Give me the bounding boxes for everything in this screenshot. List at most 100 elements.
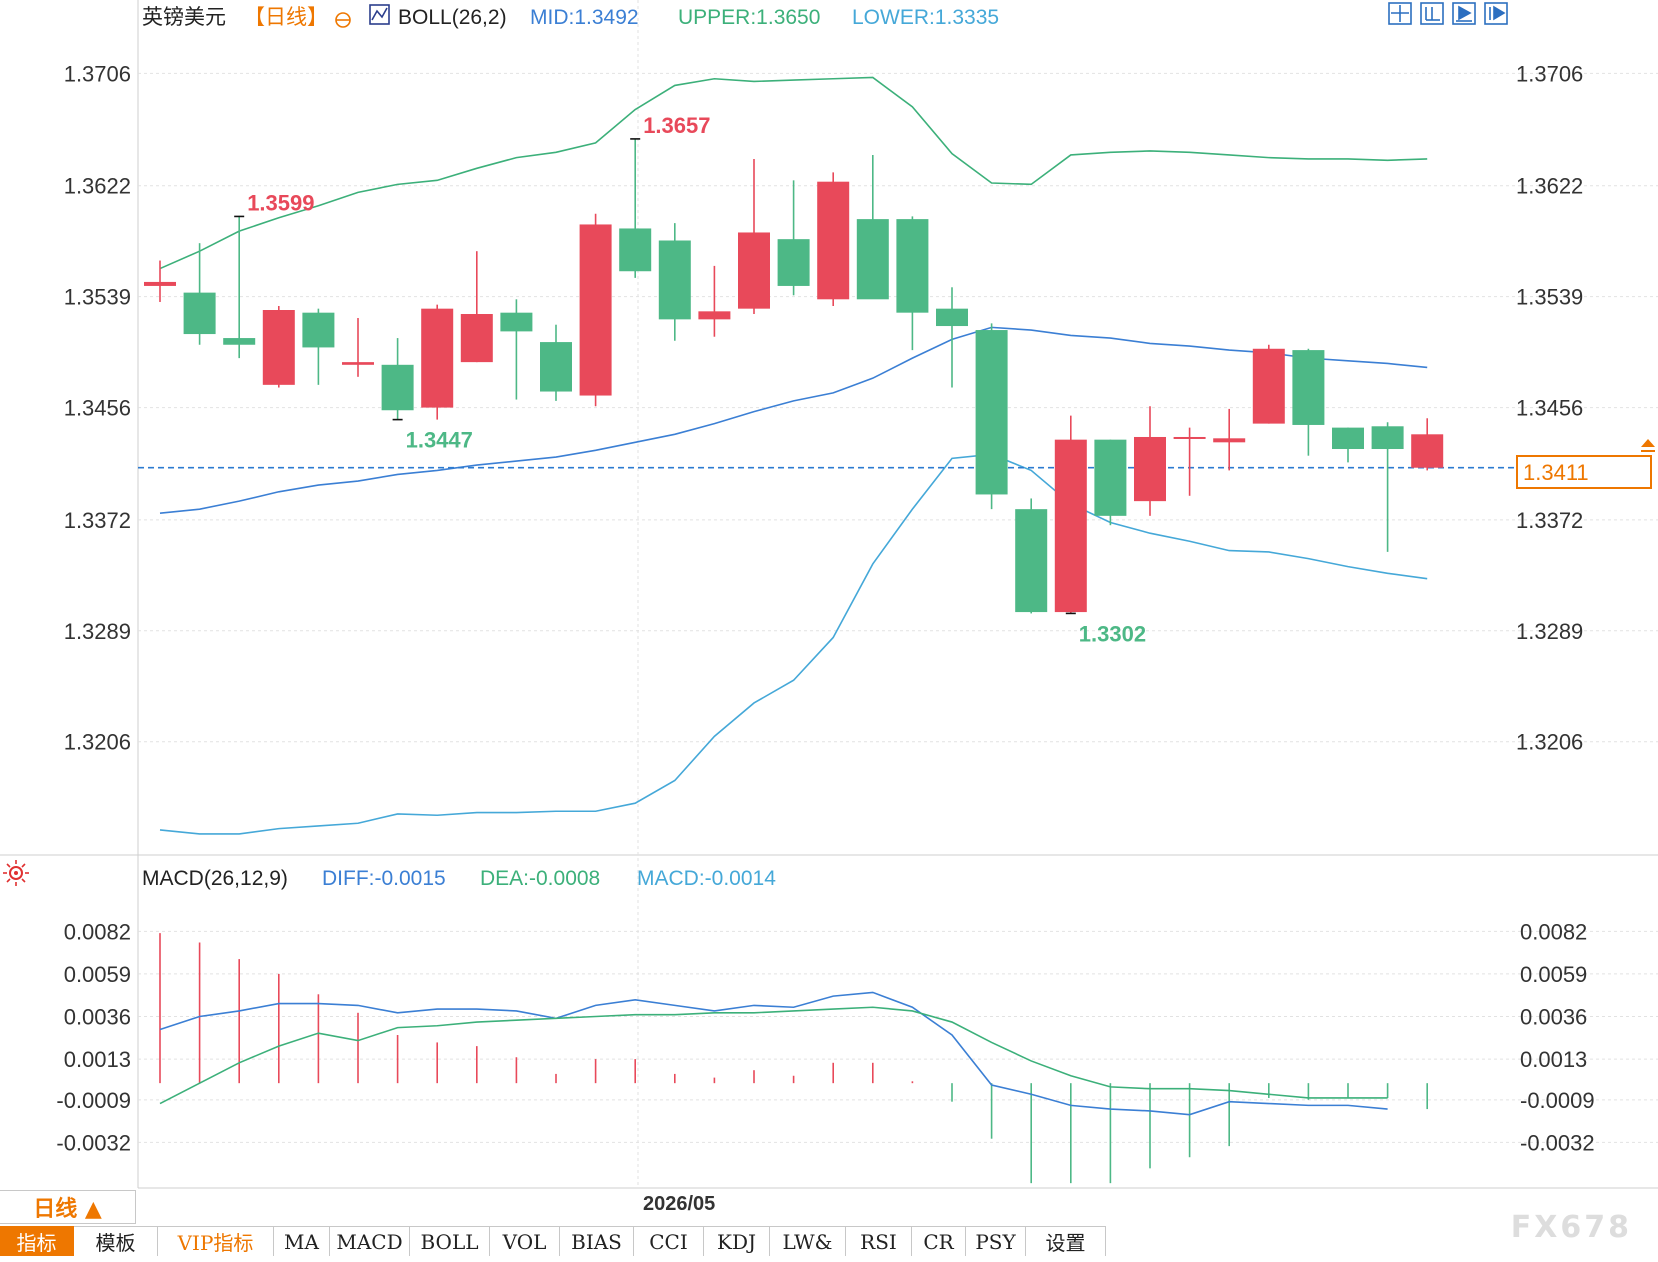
candle-body	[975, 330, 1008, 495]
y-tick-left: 1.3622	[64, 174, 131, 199]
candle-body	[658, 240, 691, 320]
tab-lw[interactable]: LW&	[770, 1226, 846, 1256]
candle	[1411, 418, 1444, 471]
candle	[144, 260, 176, 302]
x-axis-month-label: 2026/05	[643, 1193, 715, 1215]
macd-macd-value: MACD:-0.0014	[637, 867, 776, 890]
candle	[698, 265, 731, 337]
tab-cci[interactable]: CCI	[634, 1226, 704, 1256]
candle-body	[460, 314, 493, 363]
crosshair-icon[interactable]	[1388, 2, 1412, 25]
y-tick-left: 1.3206	[64, 730, 131, 755]
tab-cr[interactable]: CR	[912, 1226, 966, 1256]
candle-body	[1332, 427, 1364, 450]
boll-mid-value: MID:1.3492	[530, 6, 639, 29]
candle	[579, 213, 612, 407]
candle	[1213, 408, 1246, 471]
candle	[381, 338, 414, 420]
tab-vip-indicators[interactable]: VIP指标	[158, 1226, 274, 1256]
macd-diff-line	[159, 991, 1388, 1116]
macd-y-tick-left: 0.0013	[64, 1047, 131, 1072]
macd-dea-line	[159, 1006, 1388, 1105]
y-tick-left: 1.3539	[64, 285, 131, 310]
candle-body	[1173, 436, 1206, 439]
macd-y-tick-right: 0.0036	[1520, 1005, 1587, 1030]
candle-body	[896, 219, 929, 313]
y-tick-right: 1.3622	[1516, 174, 1583, 199]
y-tick-right: 1.3456	[1516, 396, 1583, 421]
tab-rsi[interactable]: RSI	[846, 1226, 912, 1256]
symbol-name: 英镑美元	[142, 6, 226, 29]
candle-body	[936, 308, 968, 327]
candle-body	[223, 338, 256, 345]
candle-body	[1054, 439, 1087, 613]
tab-boll[interactable]: BOLL	[410, 1226, 490, 1256]
candle	[896, 216, 929, 351]
candle	[975, 323, 1008, 510]
price-tag: 1.3411	[1516, 455, 1652, 489]
candle-body	[817, 181, 850, 300]
tab-indicators[interactable]: 指标	[0, 1226, 74, 1256]
watermark: FX678	[1510, 1210, 1632, 1245]
candle-body	[1411, 434, 1444, 468]
tab-ma[interactable]: MA	[274, 1226, 330, 1256]
candle-body	[262, 310, 295, 385]
candle-body	[777, 239, 810, 286]
candle	[1252, 344, 1285, 424]
candle-body	[302, 312, 335, 348]
candle	[658, 223, 691, 341]
high-annotation: 1.3657	[643, 113, 710, 138]
candle-body	[183, 292, 216, 335]
tab-settings[interactable]: 设置	[1026, 1226, 1106, 1256]
boll-lower-line	[159, 453, 1428, 835]
candle	[500, 299, 533, 400]
candle	[936, 287, 968, 388]
indicator-chart-icon[interactable]	[369, 4, 390, 25]
zoom-in-icon[interactable]	[1420, 2, 1444, 25]
tab-templates[interactable]: 模板	[74, 1226, 158, 1256]
boll-lower-value: LOWER:1.3335	[852, 6, 999, 29]
macd-y-tick-right: 0.0059	[1520, 962, 1587, 987]
boll-mid-line	[159, 326, 1428, 514]
scroll-right-icon[interactable]	[1484, 2, 1508, 25]
candle	[738, 158, 770, 315]
current-price-value: 1.3411	[1523, 460, 1589, 485]
tab-vol[interactable]: VOL	[490, 1226, 560, 1256]
boll-upper-line	[159, 76, 1428, 270]
macd-y-tick-right: -0.0032	[1520, 1130, 1595, 1155]
candle-body	[1094, 439, 1127, 516]
candle	[1173, 427, 1206, 496]
tab-macd[interactable]: MACD	[330, 1226, 410, 1256]
candle	[777, 180, 810, 296]
candle-body	[144, 281, 176, 286]
candle-body	[421, 308, 454, 408]
candle	[1134, 406, 1166, 516]
period-selector[interactable]: 日线 ▲	[0, 1190, 136, 1224]
candle	[1015, 498, 1048, 614]
candle-body	[342, 362, 374, 365]
y-tick-right: 1.3706	[1516, 61, 1583, 86]
candle-body	[698, 311, 731, 320]
tab-bias[interactable]: BIAS	[560, 1226, 634, 1256]
zoom-out-icon[interactable]	[1452, 2, 1476, 25]
scroll-up-arrow-icon[interactable]	[1641, 439, 1655, 452]
low-annotation: 1.3302	[1079, 621, 1146, 646]
candle-body	[856, 219, 889, 300]
macd-y-tick-left: 0.0036	[64, 1005, 131, 1030]
settings-circle-icon[interactable]	[335, 12, 351, 28]
candle-body	[579, 224, 612, 396]
macd-y-tick-left: 0.0082	[64, 919, 131, 944]
tab-kdj[interactable]: KDJ	[704, 1226, 770, 1256]
macd-dea-value: DEA:-0.0008	[480, 867, 600, 890]
high-annotation: 1.3599	[247, 190, 314, 215]
macd-settings-icon[interactable]	[3, 860, 29, 886]
candle	[460, 251, 493, 363]
candle	[421, 304, 454, 420]
boll-label: BOLL(26,2)	[398, 6, 507, 29]
candle-body	[738, 232, 770, 309]
candle-body	[1213, 438, 1246, 443]
candle-body	[1252, 348, 1285, 424]
tab-psy[interactable]: PSY	[966, 1226, 1026, 1256]
y-tick-right: 1.3539	[1516, 285, 1583, 310]
